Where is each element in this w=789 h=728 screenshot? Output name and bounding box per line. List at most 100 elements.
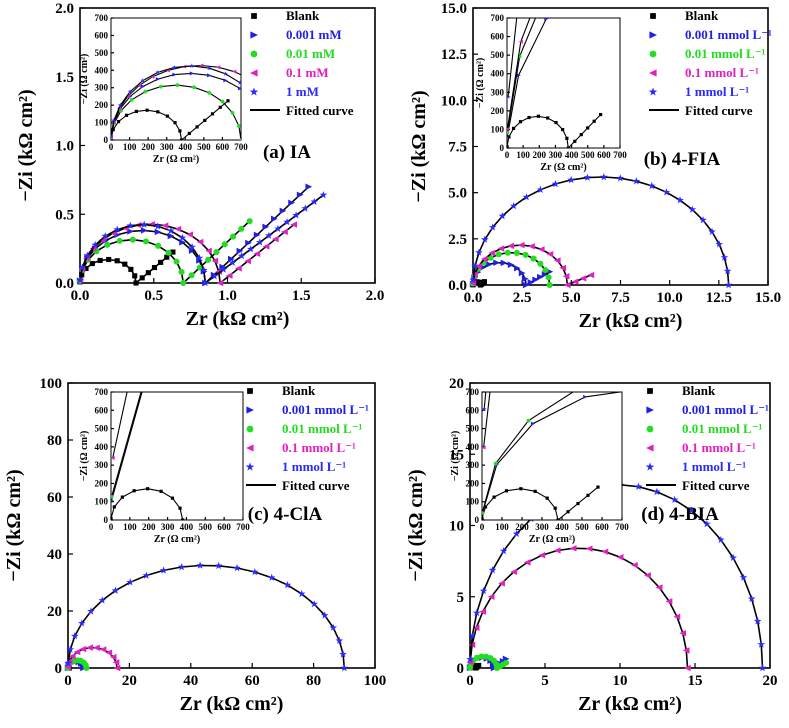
data-point	[703, 520, 711, 528]
inset-data-point	[483, 505, 488, 509]
inset-data-point	[232, 69, 237, 74]
inset-data-point	[210, 112, 215, 116]
data-point	[111, 586, 120, 594]
legend-marker	[246, 425, 254, 433]
main-axis-xtick-label: 0.0	[71, 288, 90, 304]
data-point	[479, 608, 486, 615]
main-axis-ytick-label: 15.0	[441, 1, 467, 17]
data-point	[227, 255, 235, 263]
inset-axis-xtick-label: 200	[141, 142, 155, 152]
inset-x-axis-title: Zr (Ω cm²)	[529, 534, 575, 545]
data-point	[616, 174, 625, 182]
legend: Blank 0.001 mmol L⁻¹ 0.01 mmol L⁻¹ 0.1 mmol…	[648, 8, 772, 118]
data-point	[679, 629, 687, 637]
inset-data-point	[343, 67, 347, 71]
inset-data-point	[207, 73, 212, 78]
inset-data-point	[518, 120, 523, 124]
legend-label: Blank	[685, 8, 719, 23]
x-axis-title: Zr (kΩ cm²)	[186, 308, 290, 330]
data-point	[139, 275, 145, 281]
data-point	[495, 251, 502, 258]
panel-label: (b) 4-FIA	[644, 149, 721, 170]
inset-data-point	[136, 83, 142, 88]
inset-series-group	[507, 18, 603, 148]
inset-axis-frame	[110, 17, 242, 141]
legend-label: Fitted curve	[286, 103, 354, 118]
data-point	[106, 256, 112, 263]
data-point	[195, 254, 204, 262]
data-point	[583, 173, 592, 181]
data-point	[71, 632, 79, 640]
data-point	[512, 529, 521, 538]
inset-axis-xtick-label: 0	[505, 150, 510, 160]
data-point	[97, 257, 103, 264]
data-point	[238, 225, 245, 232]
inset-data-point	[695, 373, 699, 377]
legend-marker	[247, 388, 253, 394]
main-axis-ytick-label: 2.0	[55, 1, 74, 17]
inset-data-point	[173, 121, 177, 125]
legend-label: 0.001 mmol L⁻¹	[682, 402, 769, 417]
data-point	[522, 193, 531, 201]
inset-axis-ytick-label: 400	[95, 442, 109, 452]
inset-data-point	[526, 418, 531, 423]
main-axis-ytick-label: 2.5	[448, 232, 467, 248]
data-point	[154, 228, 162, 236]
inset-data-point	[143, 89, 148, 94]
data-point	[262, 223, 270, 231]
data-point	[724, 281, 733, 289]
main-axis-xtick-label: 60	[245, 673, 260, 689]
inset-axis-xtick-label: 200	[533, 150, 547, 160]
data-point	[310, 197, 319, 205]
chart-panel-2: 0.0 2.5 5.0 7.5 10.0 12.5 15.0 0.0 2.5 5.0 7.5 10.0…	[408, 1, 781, 332]
inset-data-point	[592, 119, 596, 123]
inset-y-axis-title: −Zi (Ω cm²)	[79, 54, 90, 105]
inset-data-point	[579, 133, 583, 137]
inset-axis-ytick-label: 300	[95, 460, 109, 470]
inset-data-point	[172, 72, 177, 77]
inset-axis-xtick-label: 700	[234, 142, 248, 152]
data-point	[83, 251, 92, 259]
inset-data-point	[237, 86, 241, 91]
inset-axis-xtick-label: 500	[581, 150, 595, 160]
inset-data-point	[369, 60, 374, 65]
main-axis-ytick-label: 80	[47, 433, 62, 449]
inset-axis-ytick-label: 100	[491, 124, 505, 134]
data-point	[164, 254, 170, 260]
data-point	[210, 272, 219, 280]
inset-axis-xtick-label: 0	[480, 522, 485, 532]
data-point	[542, 267, 549, 274]
inset-data-point	[518, 39, 523, 44]
data-point	[233, 564, 241, 572]
data-point	[101, 232, 110, 240]
data-point	[211, 257, 219, 265]
inset-axis-xtick-label: 300	[161, 522, 175, 532]
data-point	[528, 243, 535, 250]
data-point	[305, 183, 313, 190]
main-axis-xtick-label: 0.0	[464, 290, 483, 306]
data-point	[196, 561, 204, 569]
x-axis-title: Zr (kΩ cm²)	[578, 693, 682, 715]
main-axis-ytick-label: 12.5	[441, 47, 467, 63]
inset-data-point	[116, 119, 121, 124]
inset-data-point	[493, 461, 498, 466]
legend-label: Blank	[282, 383, 316, 398]
data-point	[662, 188, 671, 196]
data-point	[513, 265, 521, 272]
inset-data-point	[308, 119, 312, 123]
data-point	[245, 239, 252, 247]
inset-background	[111, 392, 243, 520]
inset-data-point	[507, 127, 510, 132]
x-axis-title: Zr (kΩ cm²)	[579, 310, 683, 332]
legend-marker	[249, 87, 259, 96]
inset-data-point	[511, 126, 516, 130]
inset-axis-ytick-label: 400	[95, 65, 109, 75]
legend-label: 0.001 mmol L⁻¹	[282, 402, 369, 417]
inset-axis-ytick-label: 300	[466, 460, 480, 470]
legend-marker	[646, 444, 654, 452]
inset-data-point	[132, 489, 136, 493]
inset-axis-ytick-label: 200	[466, 478, 480, 488]
legend: Blank 0.001 mM 0.01 mM 0.1 mM 1 mM Fitted cur…	[249, 8, 354, 118]
data-point	[188, 243, 196, 251]
